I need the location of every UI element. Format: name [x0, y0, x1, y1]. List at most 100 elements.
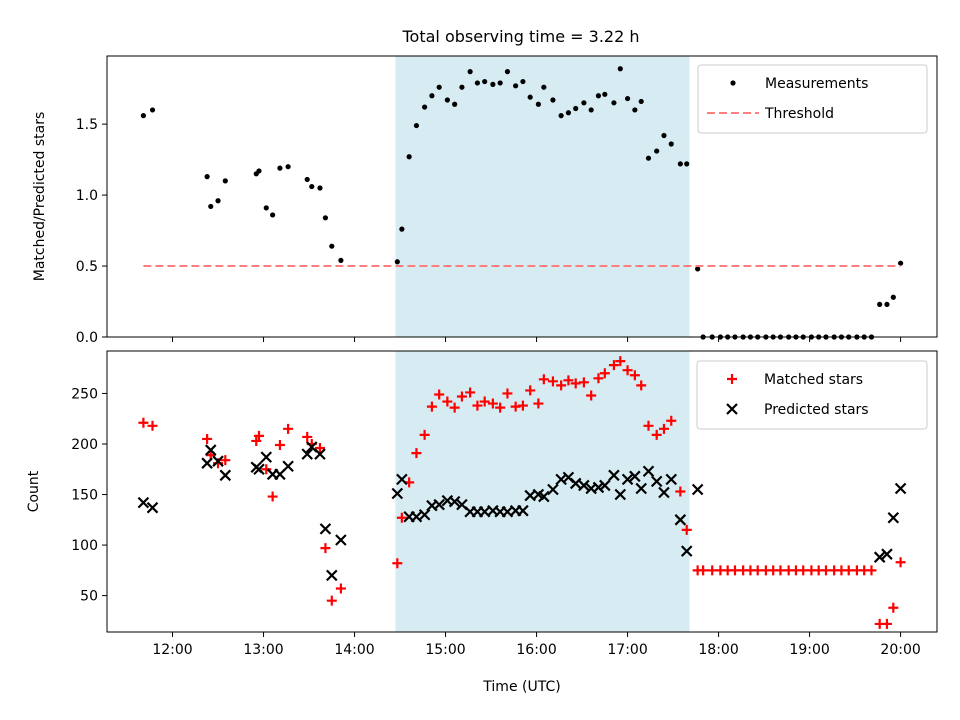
- data-point: [212, 455, 224, 467]
- data-point: [452, 101, 458, 107]
- data-point: [320, 543, 331, 554]
- data-point: [147, 420, 158, 431]
- data-point: [277, 165, 283, 171]
- axes-frame: [106, 55, 938, 338]
- data-point: [137, 496, 150, 509]
- data-point: [681, 524, 692, 535]
- data-point: [444, 97, 450, 103]
- chart-title: Total observing time = 3.22 h: [401, 27, 639, 46]
- data-point: [482, 78, 488, 85]
- legend-label: Threshold: [764, 106, 834, 122]
- data-point: [215, 198, 221, 204]
- data-point: [635, 482, 647, 495]
- y-tick-label: 100: [71, 538, 98, 554]
- data-point: [392, 558, 403, 569]
- x-tick-label: 20:00: [880, 642, 920, 658]
- data-point: [326, 595, 337, 606]
- data-point: [517, 504, 529, 517]
- legend-box: [696, 360, 928, 430]
- data-point: [467, 69, 473, 75]
- legend: Measurements Threshold: [697, 64, 928, 134]
- data-point: [335, 583, 346, 594]
- data-point: [563, 375, 574, 386]
- data-point: [608, 469, 620, 482]
- data-point: [535, 101, 541, 107]
- data-point: [261, 464, 272, 475]
- data-point: [617, 66, 623, 72]
- data-point: [502, 388, 513, 399]
- y-tick-label: 200: [71, 437, 98, 453]
- data-point: [661, 132, 667, 139]
- data-point: [301, 448, 313, 460]
- data-point: [319, 523, 332, 535]
- data-point: [677, 161, 683, 167]
- data-point: [890, 294, 896, 300]
- data-point: [399, 226, 405, 232]
- data-point: [538, 374, 549, 385]
- data-point: [394, 259, 400, 265]
- legend-label: Predicted stars: [764, 402, 869, 418]
- data-point: [666, 415, 677, 426]
- data-point: [220, 455, 231, 466]
- data-point: [146, 501, 159, 514]
- legend-label: Matched stars: [764, 372, 863, 388]
- data-point: [877, 301, 883, 307]
- data-point: [138, 417, 149, 428]
- data-point: [495, 402, 506, 413]
- data-point: [396, 512, 407, 523]
- data-point: [413, 122, 420, 129]
- data-point: [578, 377, 589, 388]
- ratio-panel: 0.0 0.5 1.0 1.5 Matched/Predicted stars Measu…: [32, 55, 938, 346]
- data-point: [429, 93, 435, 99]
- data-point: [396, 473, 408, 486]
- data-point: [698, 565, 709, 576]
- data-point: [599, 479, 611, 492]
- x-tick-label: 19:00: [789, 642, 829, 658]
- data-point: [282, 460, 294, 473]
- data-point: [888, 602, 899, 613]
- data-point: [274, 440, 285, 451]
- x-tick-label: 15:00: [425, 642, 465, 658]
- y-tick-label: 0.5: [76, 259, 98, 275]
- data-point: [624, 95, 631, 102]
- data-point: [541, 84, 547, 90]
- data-point: [449, 402, 460, 413]
- data-point: [581, 100, 587, 106]
- series-matched-stars: [138, 356, 906, 629]
- data-point: [267, 491, 278, 502]
- data-point: [547, 483, 559, 496]
- data-point: [558, 113, 564, 119]
- data-point: [204, 444, 217, 456]
- data-point: [897, 260, 904, 266]
- data-point: [615, 356, 626, 367]
- data-point: [881, 548, 893, 560]
- data-point: [253, 430, 264, 441]
- data-point: [410, 510, 423, 523]
- x-tick-label: 13:00: [243, 642, 283, 658]
- data-point: [730, 80, 736, 86]
- data-point: [517, 400, 528, 411]
- data-point: [497, 80, 503, 86]
- data-point: [726, 403, 738, 415]
- data-point: [459, 84, 465, 90]
- data-point: [309, 183, 315, 190]
- data-point: [684, 161, 690, 167]
- data-point: [538, 490, 550, 503]
- data-point: [302, 431, 313, 442]
- data-point: [149, 107, 156, 113]
- data-point: [588, 107, 594, 113]
- legend-label: Measurements: [765, 76, 868, 92]
- data-point: [436, 84, 442, 90]
- data-point: [895, 557, 906, 568]
- x-tick-label: 12:00: [152, 642, 192, 658]
- data-point: [314, 448, 326, 460]
- data-point: [418, 508, 431, 521]
- data-point: [285, 164, 291, 170]
- data-point: [586, 390, 597, 401]
- data-point: [550, 97, 556, 103]
- y-tick-label: 50: [80, 589, 98, 605]
- axes-frame: [106, 350, 938, 633]
- series-measurements: [140, 66, 904, 340]
- data-point: [338, 257, 344, 263]
- data-point: [651, 429, 662, 440]
